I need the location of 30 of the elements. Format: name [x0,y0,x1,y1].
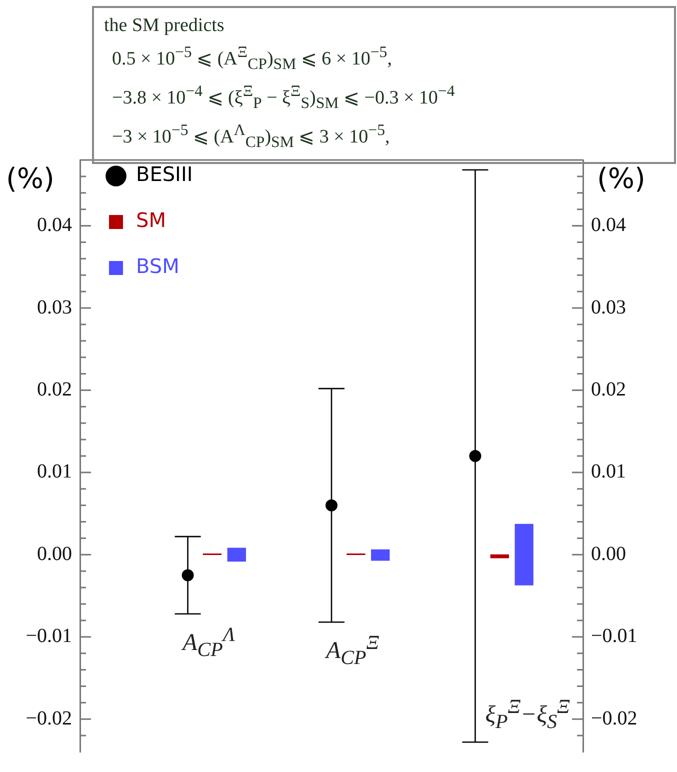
y2-tick-label: −0.02 [591,707,638,730]
y2-tick-label: −0.01 [591,625,638,648]
y-tick-label: −0.02 [26,707,72,730]
y-tick-label: 0.02 [37,378,72,400]
y-tick-label: 0.03 [37,296,72,318]
y-tick-label: 0.01 [37,460,72,483]
y-tick-label: 0.00 [37,542,72,565]
y2-tick-label: 0.01 [591,460,626,483]
bar [490,554,509,558]
text: the SM predicts [104,14,226,38]
text: −3 × 10$^{−5}$ ⩽ (A$^{Λ}$$_{CP}$)$_{SM}$ ⩽ 3 × 10$^{−5}$, [112,122,390,152]
y2-axis-title: (%) [597,162,646,195]
text: 0.5 × 10$^{−5}$ ⩽ (A$^{Ξ}$$_{CP}$)$_{SM}$ ⩽ 6 × 10$^{−5}$, [112,44,392,74]
y2-tick-label: 0.03 [591,296,626,318]
bar [514,524,534,586]
y2-tick-label: 0.02 [591,378,626,400]
point [326,499,338,512]
legend-label: BSM [136,254,180,278]
point [182,569,194,582]
y-tick-label: 0.04 [37,214,72,236]
y-tick-label: −0.01 [26,625,72,648]
y-axis-title: (%) [6,162,54,195]
bar [371,549,390,561]
legend-label: BESIII [136,162,193,186]
legend-label: SM [136,208,166,232]
y2-tick-label: 0.00 [591,542,626,565]
bar [227,548,246,562]
y2-tick-label: 0.04 [591,214,626,236]
text: −3.8 × 10$^{−4}$ ⩽ (ξ$^{Ξ}$$_{P}$ − ξ$^{Ξ}$$_{S}$)$_{SM}$ ⩽ −0.3 × 10$^{−4}$ [112,83,455,112]
point [469,450,482,462]
